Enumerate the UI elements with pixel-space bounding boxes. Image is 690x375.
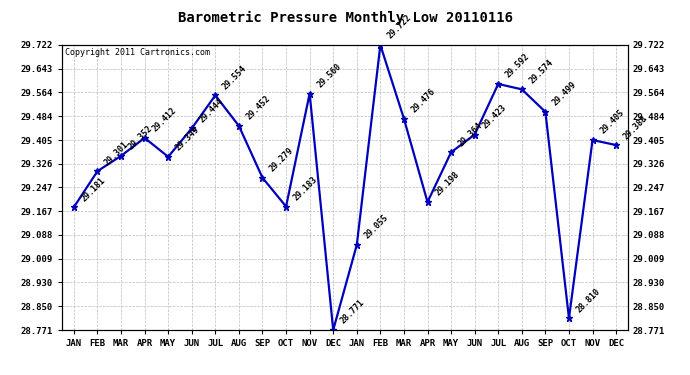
Text: 29.181: 29.181 <box>79 176 107 203</box>
Text: 29.349: 29.349 <box>174 125 201 153</box>
Text: 29.183: 29.183 <box>292 175 319 202</box>
Text: Copyright 2011 Cartronics.com: Copyright 2011 Cartronics.com <box>65 48 210 57</box>
Text: 29.722: 29.722 <box>386 13 413 41</box>
Text: 29.412: 29.412 <box>150 106 178 134</box>
Text: 29.554: 29.554 <box>221 64 248 91</box>
Text: 29.279: 29.279 <box>268 146 295 174</box>
Text: 29.388: 29.388 <box>622 113 649 141</box>
Text: 29.499: 29.499 <box>551 80 578 108</box>
Text: 29.352: 29.352 <box>126 124 154 152</box>
Text: 29.574: 29.574 <box>527 58 555 85</box>
Text: 29.476: 29.476 <box>409 87 437 114</box>
Text: 29.055: 29.055 <box>362 213 390 241</box>
Text: 29.444: 29.444 <box>197 97 225 124</box>
Text: 29.405: 29.405 <box>598 108 626 136</box>
Text: 29.560: 29.560 <box>315 62 343 89</box>
Text: Barometric Pressure Monthly Low 20110116: Barometric Pressure Monthly Low 20110116 <box>177 11 513 26</box>
Text: 29.423: 29.423 <box>480 103 508 130</box>
Text: 29.198: 29.198 <box>433 170 461 198</box>
Text: 29.452: 29.452 <box>244 94 272 122</box>
Text: 28.810: 28.810 <box>575 286 602 314</box>
Text: 29.592: 29.592 <box>504 52 531 80</box>
Text: 29.364: 29.364 <box>457 120 484 148</box>
Text: 28.771: 28.771 <box>339 298 366 326</box>
Text: 29.301: 29.301 <box>103 140 130 167</box>
